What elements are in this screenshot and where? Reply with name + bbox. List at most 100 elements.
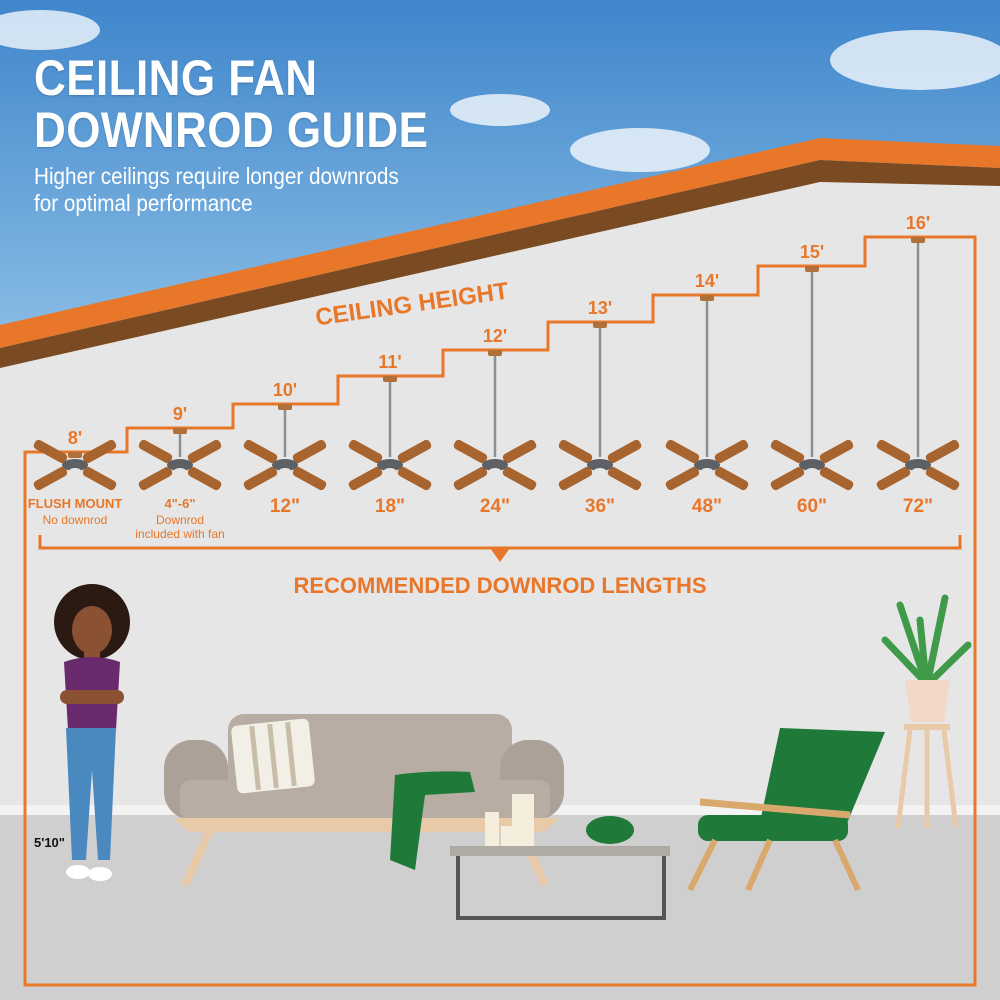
- ceiling-staircase: [23, 235, 977, 987]
- downrod-length: 4"-6": [164, 496, 195, 511]
- fan-blade: [397, 466, 432, 491]
- downrod-note: Downrod: [156, 513, 204, 527]
- fan-blade: [348, 466, 383, 491]
- canopy: [68, 452, 82, 458]
- fan-motor: [694, 459, 720, 471]
- person-height-label: 5'10": [34, 835, 65, 850]
- fan-light: [69, 468, 81, 474]
- fan-blade: [665, 466, 700, 491]
- fan-blade: [397, 439, 432, 464]
- ceiling-outline: [23, 235, 977, 987]
- downrod-length: 24": [480, 496, 510, 517]
- fan-blade: [714, 439, 749, 464]
- fan-blade: [292, 466, 327, 491]
- downrod-length: 72": [903, 496, 933, 517]
- ceiling-height-value: 11': [378, 352, 401, 372]
- downrod-length: FLUSH MOUNT: [28, 496, 123, 511]
- plant-stand-illustration: [881, 594, 972, 829]
- fan-motor: [905, 459, 931, 471]
- fan-motor: [62, 459, 88, 471]
- fan-light: [174, 468, 186, 474]
- fan-blade: [558, 466, 593, 491]
- ceiling-height-value: 8': [68, 428, 82, 448]
- ceiling-height-value: 14': [695, 271, 719, 291]
- fan-blade: [348, 439, 383, 464]
- ceiling-height-value: 13': [588, 298, 612, 318]
- canopy: [911, 237, 925, 243]
- bracket-arrow-icon: [490, 548, 510, 562]
- canopy: [173, 428, 187, 434]
- fan-blade: [243, 466, 278, 491]
- fan-light: [806, 468, 818, 474]
- fan-blade: [82, 439, 117, 464]
- page-title: CEILING FAN DOWNROD GUIDE: [34, 52, 428, 156]
- canopy: [805, 266, 819, 272]
- roof-trim-orange: [0, 138, 1000, 348]
- fan-motor: [482, 459, 508, 471]
- fan-blade: [770, 466, 805, 491]
- fan-blade: [187, 439, 222, 464]
- coffee-table-illustration: [450, 794, 670, 920]
- canopy: [383, 376, 397, 382]
- fan-item: 15' 60": [770, 242, 854, 517]
- ceiling-height-value: 15': [800, 242, 824, 262]
- fan-blade: [665, 439, 700, 464]
- fan-blade: [607, 439, 642, 464]
- downrod-length: 48": [692, 496, 722, 517]
- title-line-1: CEILING FAN: [34, 50, 318, 106]
- subtitle: Higher ceilings require longer downrods …: [34, 163, 399, 217]
- canopy: [278, 404, 292, 410]
- fan-blade: [876, 439, 911, 464]
- fan-light: [912, 468, 924, 474]
- ceiling-height-value: 9': [173, 404, 187, 424]
- sofa-illustration: [164, 714, 564, 887]
- fan-item: 8' FLUSH MOUNT No downrod: [28, 428, 123, 527]
- fan-row: 8' FLUSH MOUNT No downrod 9' 4"-6" Downrodinc…: [28, 213, 960, 541]
- fan-item: 11' 18": [348, 352, 432, 517]
- fan-blade: [138, 466, 173, 491]
- fan-light: [489, 468, 501, 474]
- fan-item: 14' 48": [665, 271, 749, 517]
- armchair-illustration: [687, 728, 885, 892]
- canopy: [700, 295, 714, 301]
- fan-blade: [558, 439, 593, 464]
- downrod-note: No downrod: [43, 513, 108, 527]
- fan-blade: [292, 439, 327, 464]
- floor: [0, 812, 1000, 1000]
- fan-motor: [587, 459, 613, 471]
- fan-item: 16' 72": [876, 213, 960, 517]
- fan-blade: [187, 466, 222, 491]
- fan-blade: [876, 466, 911, 491]
- fan-motor: [377, 459, 403, 471]
- ceiling-height-value: 12': [483, 326, 507, 346]
- fan-blade: [33, 466, 68, 491]
- fan-light: [594, 468, 606, 474]
- downrod-length: 12": [270, 496, 300, 517]
- fan-item: 13' 36": [558, 298, 642, 517]
- fan-blade: [138, 439, 173, 464]
- downrod-length: 18": [375, 496, 405, 517]
- clouds: [0, 10, 1000, 172]
- fan-motor: [272, 459, 298, 471]
- fan-blade: [453, 466, 488, 491]
- fan-blade: [502, 439, 537, 464]
- fan-blade: [607, 466, 642, 491]
- ceiling-height-value: 10': [273, 380, 297, 400]
- fan-blade: [770, 439, 805, 464]
- subtitle-line-2: for optimal performance: [34, 190, 253, 216]
- fan-blade: [819, 466, 854, 491]
- fan-item: 12' 24": [453, 326, 537, 517]
- person-illustration: [54, 584, 130, 881]
- downrod-note: included with fan: [135, 527, 224, 541]
- title-line-2: DOWNROD GUIDE: [34, 102, 429, 158]
- fan-light: [279, 468, 291, 474]
- fan-item: 10' 12": [243, 380, 327, 517]
- ceiling-height-value: 16': [906, 213, 930, 233]
- fan-blade: [33, 439, 68, 464]
- fan-blade: [925, 439, 960, 464]
- canopy: [488, 350, 502, 356]
- fan-motor: [167, 459, 193, 471]
- fan-blade: [82, 466, 117, 491]
